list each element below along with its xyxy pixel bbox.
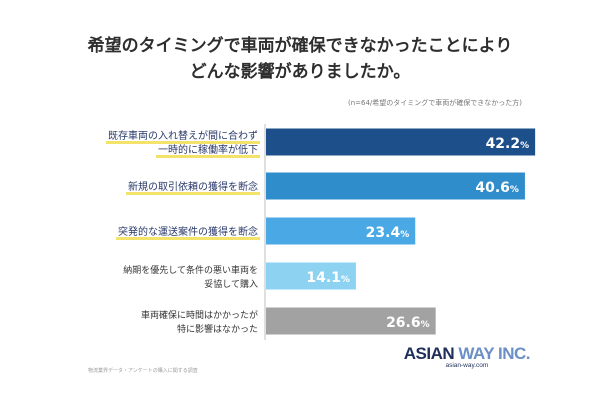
- bar: [266, 172, 525, 200]
- category-label: 納期を優先して条件の悪い車両を: [123, 264, 258, 276]
- footnote: 物流業界データ・アンケートの購入に関する調査: [88, 368, 198, 374]
- bar: [266, 128, 536, 156]
- category-label: 妥協して購入: [204, 278, 258, 290]
- logo-text-right: WAY INC.: [458, 344, 530, 363]
- bar: [266, 307, 436, 335]
- bar: [266, 217, 416, 245]
- data-label: 23.4%: [366, 225, 410, 241]
- data-label: 26.6%: [386, 315, 430, 331]
- sample-size-note: (n=64/希望のタイミングで車両が確保できなかった方): [347, 99, 522, 107]
- chart-title-line2: どんな影響がありましたか。: [189, 62, 411, 82]
- category-label: 新規の取引依頼の獲得を断念: [128, 180, 258, 193]
- label-highlight: [156, 155, 260, 158]
- label-highlight: [106, 141, 260, 144]
- bar: [266, 262, 356, 290]
- category-label: 既存車両の入れ替えが間に合わず: [108, 129, 258, 142]
- data-label: 40.6%: [475, 180, 519, 196]
- data-label: 42.2%: [486, 136, 530, 152]
- label-highlight: [126, 192, 260, 195]
- category-label: 特に影響はなかった: [177, 323, 258, 335]
- logo-text-left: ASIAN: [403, 344, 459, 363]
- category-label: 一時的に稼働率が低下: [158, 143, 258, 156]
- chart-title-line1: 希望のタイミングで車両が確保できなかったことにより: [87, 36, 513, 56]
- category-label: 車両確保に時間はかかったが: [141, 309, 258, 321]
- data-label: 14.1%: [306, 270, 350, 286]
- company-logo: ASIAN WAY INC. asian-way.com: [403, 344, 531, 370]
- category-label: 突発的な運送案件の獲得を断念: [118, 225, 258, 238]
- label-highlight: [116, 237, 260, 240]
- logo-url: asian-way.com: [445, 362, 489, 369]
